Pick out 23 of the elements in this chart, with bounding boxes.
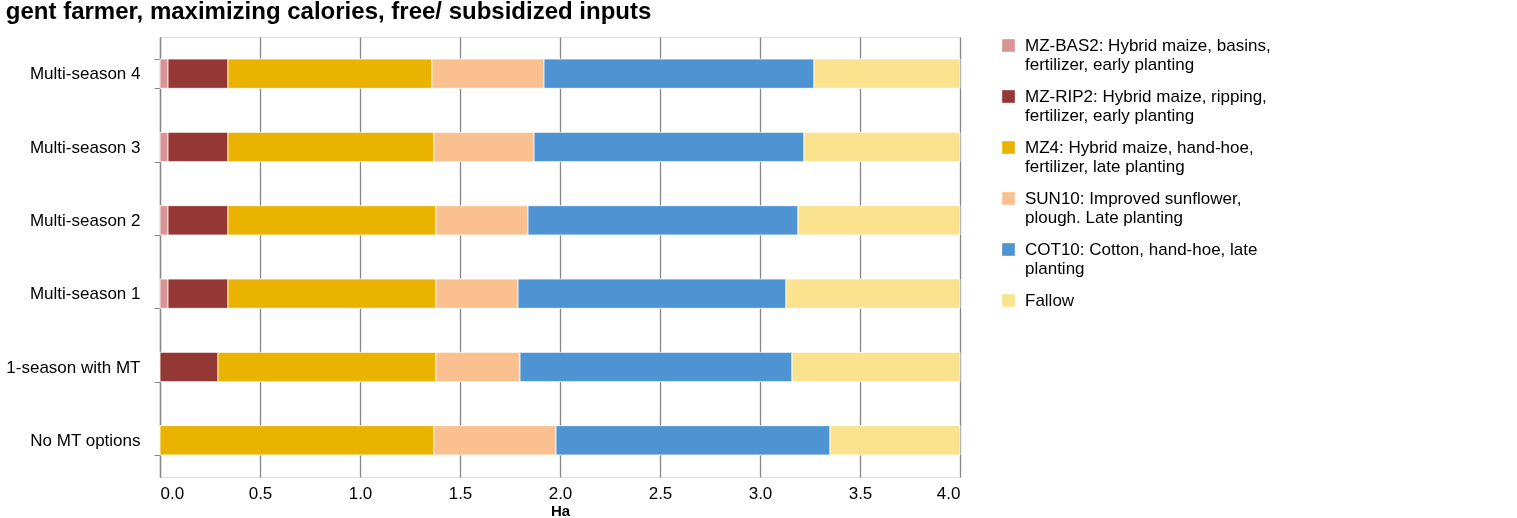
x-tick-label: 3.5 <box>848 483 873 503</box>
y-tick-label: Multi-season 1 <box>29 284 141 304</box>
legend-label: Fallow <box>1025 290 1075 310</box>
x-tick-label: 4.0 <box>936 483 961 503</box>
x-tick-label: 0.0 <box>160 483 185 503</box>
legend-label: MZ4: Hybrid maize, hand-hoe, fertilizer, late planting <box>1025 137 1254 176</box>
y-tick-label: Multi-season 3 <box>29 137 141 157</box>
legend-label: MZ-RIP2: Hybrid maize, ripping, fertilizer, early planting <box>1025 86 1267 125</box>
y-tick-label: 1-season with MT <box>6 357 141 377</box>
legend-label: MZ-BAS2: Hybrid maize, basins, fertilizer, early planting <box>1025 35 1271 74</box>
x-axis-title: Ha <box>550 501 571 518</box>
y-tick-label: No MT options <box>30 430 141 450</box>
x-tick-label: 2.5 <box>648 483 673 503</box>
legend-label: COT10: Cotton, hand-hoe, late planting <box>1025 239 1258 278</box>
x-tick-label: 1.5 <box>448 483 473 503</box>
y-tick-label: Multi-season 4 <box>29 64 141 84</box>
x-tick-label: 3.0 <box>748 483 773 503</box>
chart-title: gent farmer, maximizing calories, free/ subsidized inputs <box>5 0 652 24</box>
legend-label: SUN10: Improved sunflower, plough. Late planting <box>1025 188 1242 227</box>
y-tick-label: Multi-season 2 <box>29 210 141 230</box>
x-tick-label: 2.0 <box>548 483 573 503</box>
x-tick-label: 1.0 <box>348 483 373 503</box>
x-tick-label: 0.5 <box>248 483 273 503</box>
